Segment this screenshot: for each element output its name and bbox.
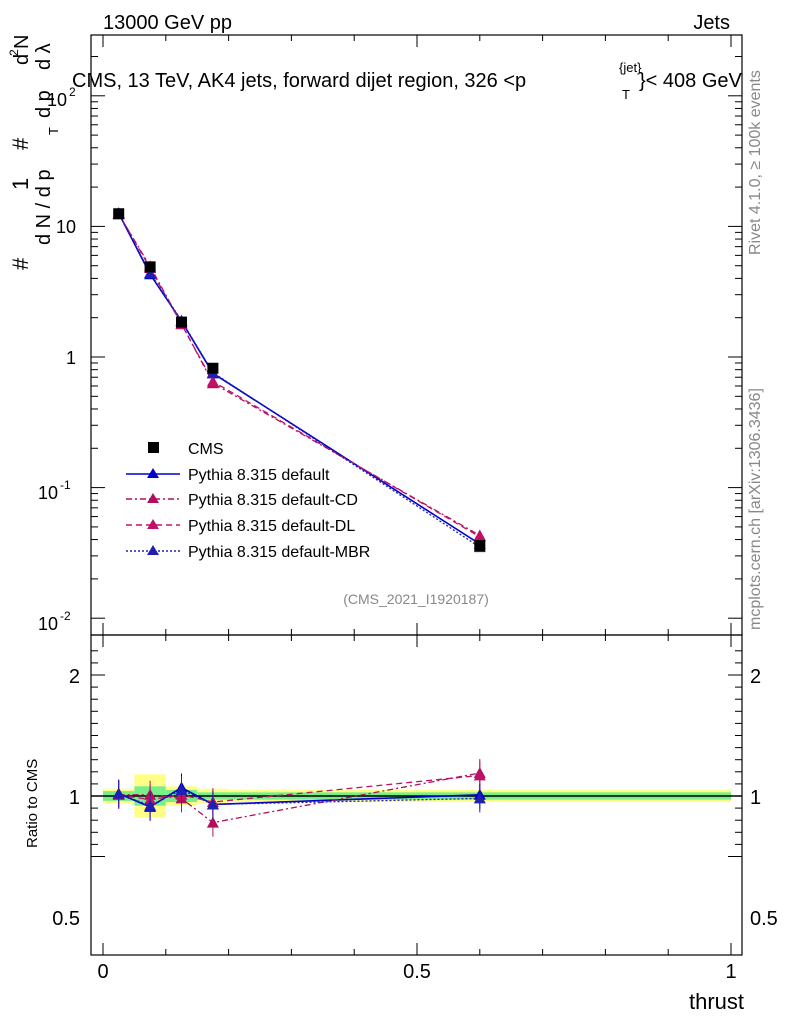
main-line-series-2 — [118, 213, 481, 537]
ytick-10: 10 — [56, 217, 76, 237]
title-sub: T — [622, 87, 630, 102]
ylabel-d2n-d: d — [11, 54, 33, 65]
ratio-ytick-left-2: 2 — [69, 666, 80, 688]
ratio-ytick-right-0: 0.5 — [750, 908, 778, 930]
ratio-point-series-1-3 — [206, 816, 219, 828]
xtick-0: 0 — [97, 961, 108, 983]
title-end: }< 408 GeV — [639, 70, 743, 92]
ratio-point-series-3-1 — [144, 799, 157, 811]
ylabel-one: 1 — [8, 178, 33, 190]
ratio-ytick-left-1: 1 — [69, 787, 80, 809]
ylabel-t: T — [46, 127, 61, 135]
legend: CMS Pythia 8.315 default Pythia 8.315 de… — [126, 441, 370, 561]
ratio-ytick-right-1: 1 — [750, 787, 761, 809]
ytick-1e-2-base: 10 — [38, 614, 58, 634]
ratio-y-axis-label: Ratio to CMS — [24, 759, 41, 848]
rivet-label: Rivet 4.1.0, ≥ 100k events — [747, 70, 764, 255]
legend-marker-default — [147, 468, 159, 478]
analysis-id: (CMS_2021_I1920187) — [343, 591, 489, 607]
main-data-point-4 — [474, 540, 486, 552]
plot-marks — [91, 35, 742, 955]
main-line-series-3 — [118, 213, 481, 538]
x-tick-labels: 0 0.5 1 — [97, 961, 736, 983]
ratio-point-series-3-3 — [206, 798, 219, 810]
ytick-1e-2-exp: -2 — [60, 609, 71, 623]
main-point-series-4-1 — [144, 266, 157, 278]
legend-label-cd: Pythia 8.315 default-CD — [188, 492, 358, 509]
category-label: Jets — [693, 12, 730, 34]
ylabel-dp: d p — [33, 90, 55, 118]
main-data-point-0 — [113, 208, 125, 220]
main-data-point-2 — [176, 316, 187, 328]
ytick-100-exp: 2 — [69, 85, 76, 99]
ylabel-d2n-two: 2 — [7, 49, 21, 56]
legend-marker-cd — [147, 493, 159, 503]
ratio-point-series-3-4 — [473, 792, 486, 804]
ratio-point-series-3-2 — [175, 783, 188, 795]
ylabel-dn: d N / d p — [33, 169, 55, 245]
legend-label-default: Pythia 8.315 default — [188, 467, 330, 484]
main-point-series-3-4 — [473, 530, 486, 542]
xtick-0.5: 0.5 — [403, 961, 431, 983]
ratio-ytick-left-0: 0.5 — [52, 908, 80, 930]
main-data-point-3 — [207, 362, 219, 374]
x-axis-label: thrust — [689, 989, 744, 1014]
legend-marker-mbr — [147, 545, 159, 555]
ytick-1: 1 — [66, 348, 76, 368]
ytick-100-base: 10 — [47, 90, 67, 110]
main-data-point-1 — [144, 261, 156, 273]
mcplots-label: mcplots.cern.ch [arXiv:1306.3436] — [747, 388, 764, 630]
ylabel-hash1: # — [8, 257, 33, 270]
main-y-tick-labels: 10 -2 10 -1 1 10 10 2 — [38, 85, 76, 634]
ratio-point-series-3-0 — [112, 787, 125, 799]
main-point-series-3-3 — [206, 375, 219, 387]
title-sup: {jet} — [619, 60, 642, 75]
main-y-axis-label: # 1 d N / d p T # d 2 N d p d λ — [7, 35, 61, 270]
ratio-y-tick-labels: 0.5 1 2 0.5 1 2 — [52, 666, 778, 930]
legend-marker-cms — [148, 442, 159, 453]
ylabel-hash2: # — [8, 137, 33, 150]
ylabel-d2n-n: N — [11, 35, 33, 49]
legend-label-dl: Pythia 8.315 default-DL — [188, 518, 355, 535]
plot-title: CMS, 13 TeV, AK4 jets, forward dijet reg… — [72, 60, 743, 102]
ratio-ytick-right-2: 2 — [750, 666, 761, 688]
xtick-1: 1 — [725, 961, 736, 983]
legend-label-mbr: Pythia 8.315 default-MBR — [188, 544, 370, 561]
legend-label-cms: CMS — [188, 441, 224, 458]
ylabel-dl: d λ — [33, 43, 55, 70]
legend-marker-dl — [147, 519, 159, 529]
title-main: CMS, 13 TeV, AK4 jets, forward dijet reg… — [72, 70, 526, 92]
ytick-1e-1-exp: -1 — [60, 478, 71, 492]
ratio-point-series-2-4 — [473, 769, 486, 781]
ytick-1e-1-base: 10 — [38, 483, 58, 503]
energy-label: 13000 GeV pp — [103, 12, 232, 34]
